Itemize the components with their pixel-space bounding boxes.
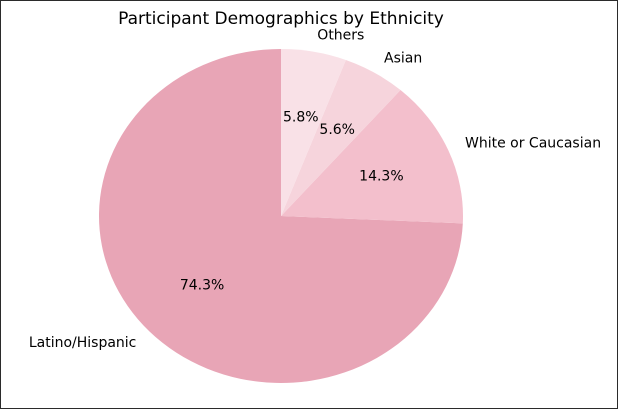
chart-title: Participant Demographics by Ethnicity (118, 9, 444, 29)
pct-label-latino-hispanic: 74.3% (180, 277, 224, 293)
pie-labels: Latino/Hispanic 74.3% White or Caucasian 14… (29, 27, 601, 351)
slice-label-asian: Asian (384, 51, 422, 67)
pie-slice-latino-hispanic (98, 49, 463, 383)
pie-slice-white-or-caucasian (281, 90, 463, 224)
pie-slice-others (281, 49, 346, 216)
pct-label-asian: 5.6% (319, 122, 355, 138)
pct-label-white-or-caucasian: 14.3% (359, 169, 403, 185)
slice-label-others: Others (317, 27, 364, 43)
slice-label-white-or-caucasian: White or Caucasian (465, 136, 601, 152)
slice-label-latino-hispanic: Latino/Hispanic (29, 335, 137, 351)
pie-slices (98, 49, 463, 383)
pct-label-others: 5.8% (283, 110, 319, 126)
pie-slice-asian (281, 59, 401, 216)
